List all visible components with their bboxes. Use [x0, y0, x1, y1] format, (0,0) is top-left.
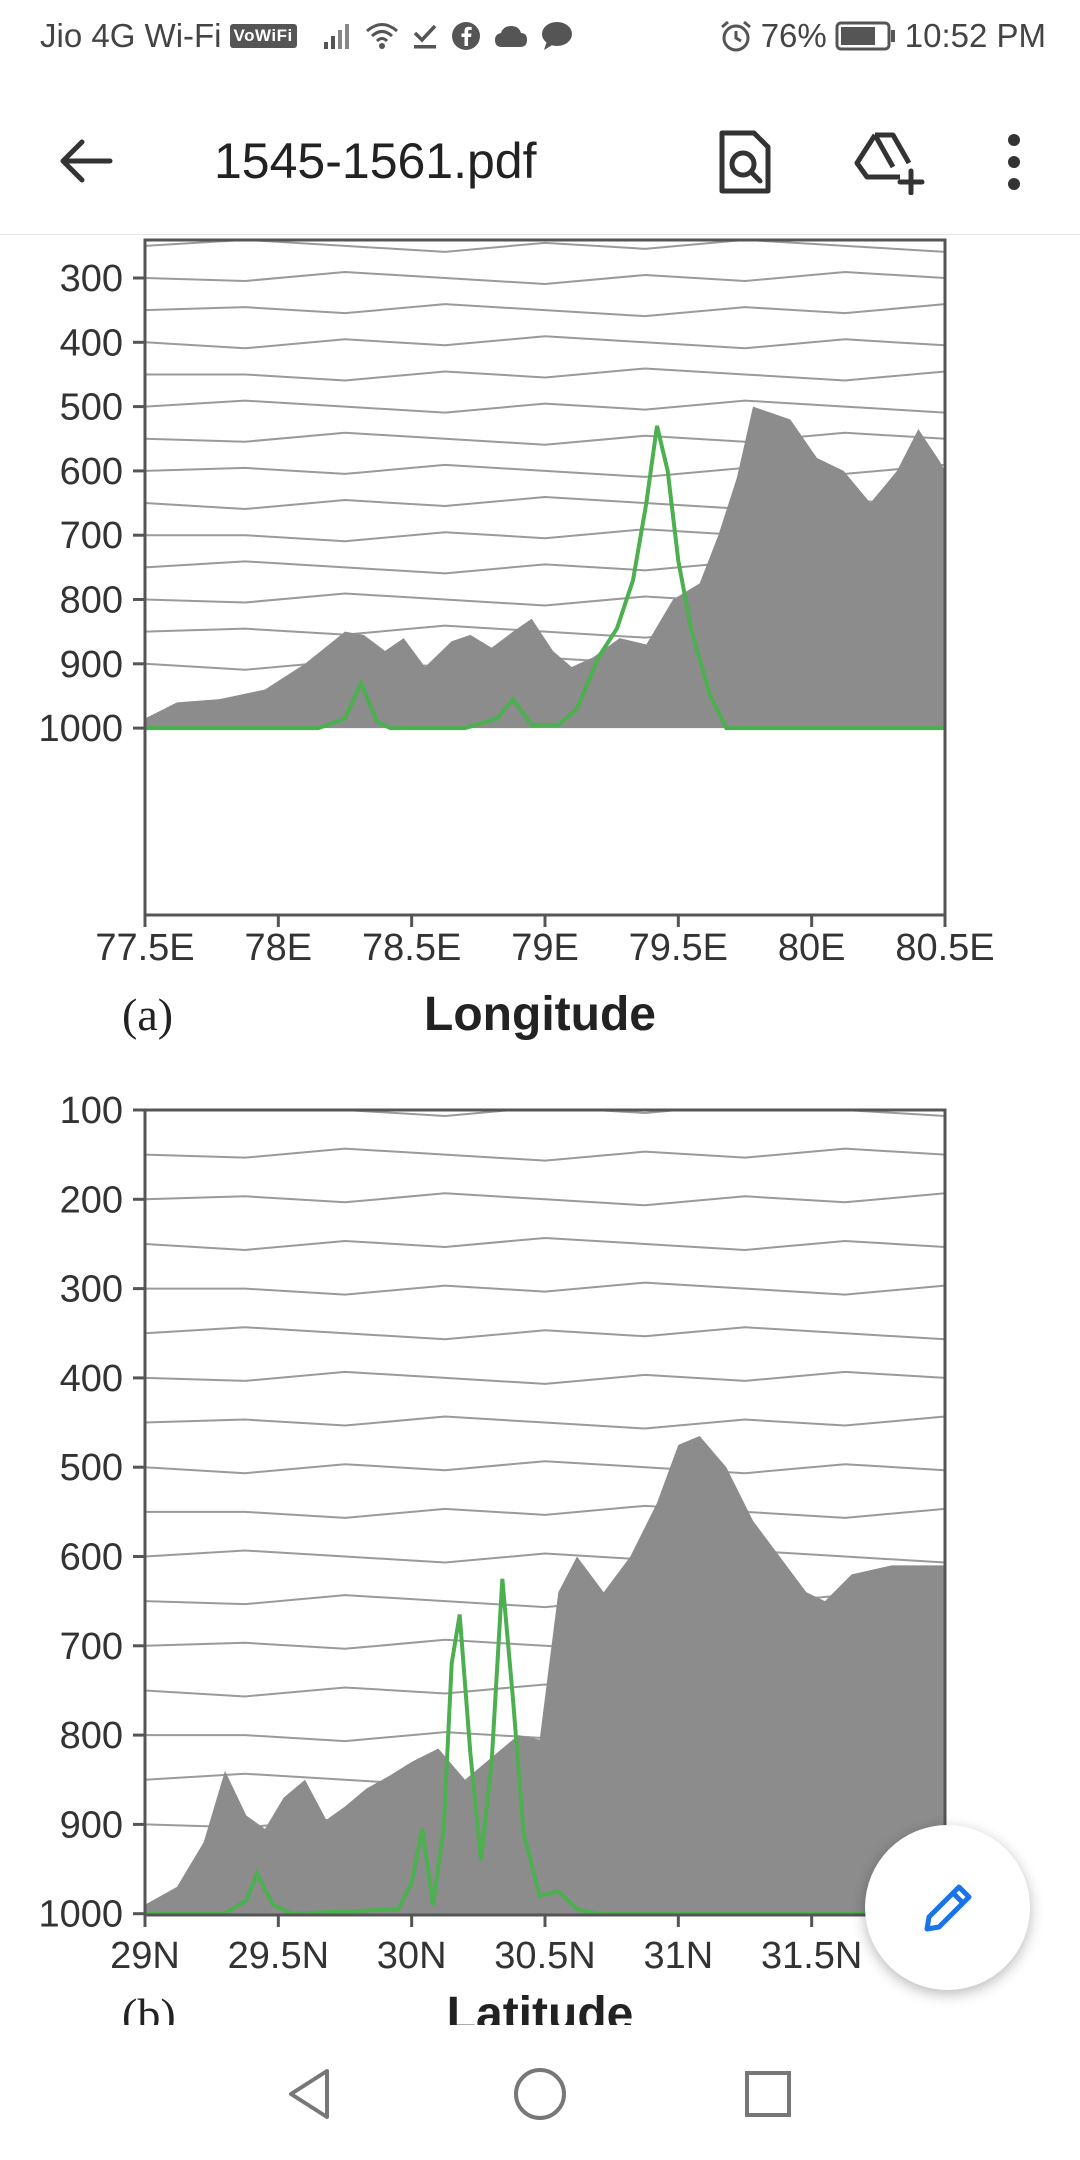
- nav-recents-button[interactable]: [730, 2056, 806, 2132]
- edit-fab[interactable]: [865, 1825, 1030, 1990]
- nav-recents-icon: [745, 2071, 791, 2117]
- x-tick-label: 31N: [643, 1935, 713, 1977]
- y-tick-label: 900: [60, 644, 123, 686]
- chart-panel-a: 300 400 500 600 700 800 900 1000 77.5E 78E 78.5E 79…: [38, 238, 995, 1041]
- y-tick-label: 300: [60, 258, 123, 300]
- x-tick-label: 29N: [110, 1935, 180, 1977]
- y-tick-label: 400: [60, 1358, 123, 1400]
- panel-label: (a): [122, 989, 173, 1040]
- status-right: 76% 10:52 PM: [719, 17, 1046, 55]
- streamline: [145, 1504, 945, 1519]
- streamline: [145, 1281, 945, 1296]
- y-tick-label: 500: [60, 387, 123, 429]
- x-tick-label: 77.5E: [95, 927, 194, 969]
- pencil-icon: [924, 1884, 971, 1931]
- y-tick-label: 700: [60, 515, 123, 557]
- x-tick-label: 80.5E: [895, 927, 994, 969]
- x-axis-label: Longitude: [424, 988, 656, 1041]
- wifi-icon: [365, 23, 398, 49]
- streamline: [145, 1415, 945, 1430]
- battery-percent: 76%: [760, 17, 827, 54]
- y-tick-label: 700: [60, 1626, 123, 1668]
- y-tick-label: 900: [60, 1804, 123, 1846]
- streamline: [145, 240, 945, 253]
- y-tick-label: 1000: [38, 1894, 123, 1936]
- x-axis-label: Latitude: [447, 1988, 634, 2025]
- x-tick-label: 78E: [245, 927, 313, 969]
- pdf-page-view[interactable]: 300 400 500 600 700 800 900 1000 77.5E 78E 78.5E 79…: [0, 235, 1080, 2025]
- add-to-drive-button[interactable]: [853, 126, 925, 198]
- x-tick-label: 30.5N: [494, 1935, 595, 1977]
- streamline: [145, 367, 945, 382]
- document-title: 1545-1561.pdf: [214, 133, 537, 189]
- terrain-area: [145, 406, 945, 729]
- streamline: [145, 303, 945, 318]
- nav-home-icon: [514, 2068, 566, 2120]
- more-vert-icon: [1008, 134, 1020, 190]
- nav-home-button[interactable]: [502, 2056, 578, 2132]
- streamline: [145, 1236, 945, 1251]
- battery-icon: [835, 21, 895, 51]
- status-left: Jio 4G Wi-Fi VoWiFi: [40, 17, 573, 55]
- streamline: [145, 1192, 945, 1207]
- streamline: [145, 335, 945, 350]
- nav-back-button[interactable]: [272, 2056, 348, 2132]
- status-bar: Jio 4G Wi-Fi VoWiFi 76% 10:52 PM: [0, 0, 1080, 72]
- more-options-button[interactable]: [978, 126, 1050, 198]
- pdf-figure: 300 400 500 600 700 800 900 1000 77.5E 78E 78.5E 79…: [38, 238, 995, 2025]
- x-tick-label: 78.5E: [362, 927, 461, 969]
- x-tick-label: 29.5N: [228, 1935, 329, 1977]
- back-button[interactable]: [52, 126, 122, 196]
- y-tick-label: 600: [60, 451, 123, 493]
- y-tick-label: 200: [60, 1179, 123, 1221]
- facebook-icon: [451, 22, 480, 50]
- x-tick-label: 80E: [778, 927, 846, 969]
- y-tick-label: 600: [60, 1537, 123, 1579]
- nav-back-icon: [289, 2069, 329, 2119]
- download-done-icon: [413, 24, 436, 49]
- system-nav-bar: [0, 2030, 1080, 2160]
- find-in-page-button[interactable]: [708, 126, 780, 198]
- x-tick-label: 30N: [377, 1935, 447, 1977]
- green-series-line: [145, 425, 945, 731]
- streamline: [145, 1326, 945, 1341]
- y-tick-label: 500: [60, 1447, 123, 1489]
- terrain-area: [145, 1435, 945, 1914]
- x-tick-label: 31.5N: [761, 1935, 862, 1977]
- vowifi-badge: VoWiFi: [229, 24, 297, 48]
- find-in-page-icon: [719, 130, 771, 194]
- streamline: [145, 270, 945, 286]
- y-tick-label: 400: [60, 322, 123, 364]
- streamline: [145, 1370, 945, 1385]
- cloud-icon: [494, 26, 527, 47]
- x-tick-label: 79.5E: [629, 927, 728, 969]
- app-bar: 1545-1561.pdf: [0, 84, 1080, 235]
- notification-icons: [323, 21, 573, 51]
- streamline: [145, 399, 945, 414]
- y-tick-label: 800: [60, 1715, 123, 1757]
- streamline: [145, 1147, 945, 1162]
- x-tick-label: 79E: [511, 927, 579, 969]
- streamline: [145, 431, 945, 446]
- panel-label: (b): [122, 1989, 176, 2025]
- back-arrow-icon: [60, 139, 113, 183]
- message-icon: [541, 22, 572, 50]
- y-tick-label: 300: [60, 1269, 123, 1311]
- y-tick-label: 800: [60, 580, 123, 622]
- signal-icon: [323, 24, 349, 49]
- y-tick-label: 1000: [38, 708, 123, 750]
- carrier-label: Jio 4G Wi-Fi: [40, 17, 222, 54]
- streamline: [145, 1460, 945, 1475]
- clock: 10:52 PM: [904, 17, 1046, 54]
- y-tick-label: 100: [60, 1090, 123, 1132]
- streamline: [145, 1549, 945, 1564]
- green-series-line: [145, 1578, 945, 1915]
- add-to-drive-icon: [854, 132, 925, 195]
- alarm-icon: [720, 20, 751, 52]
